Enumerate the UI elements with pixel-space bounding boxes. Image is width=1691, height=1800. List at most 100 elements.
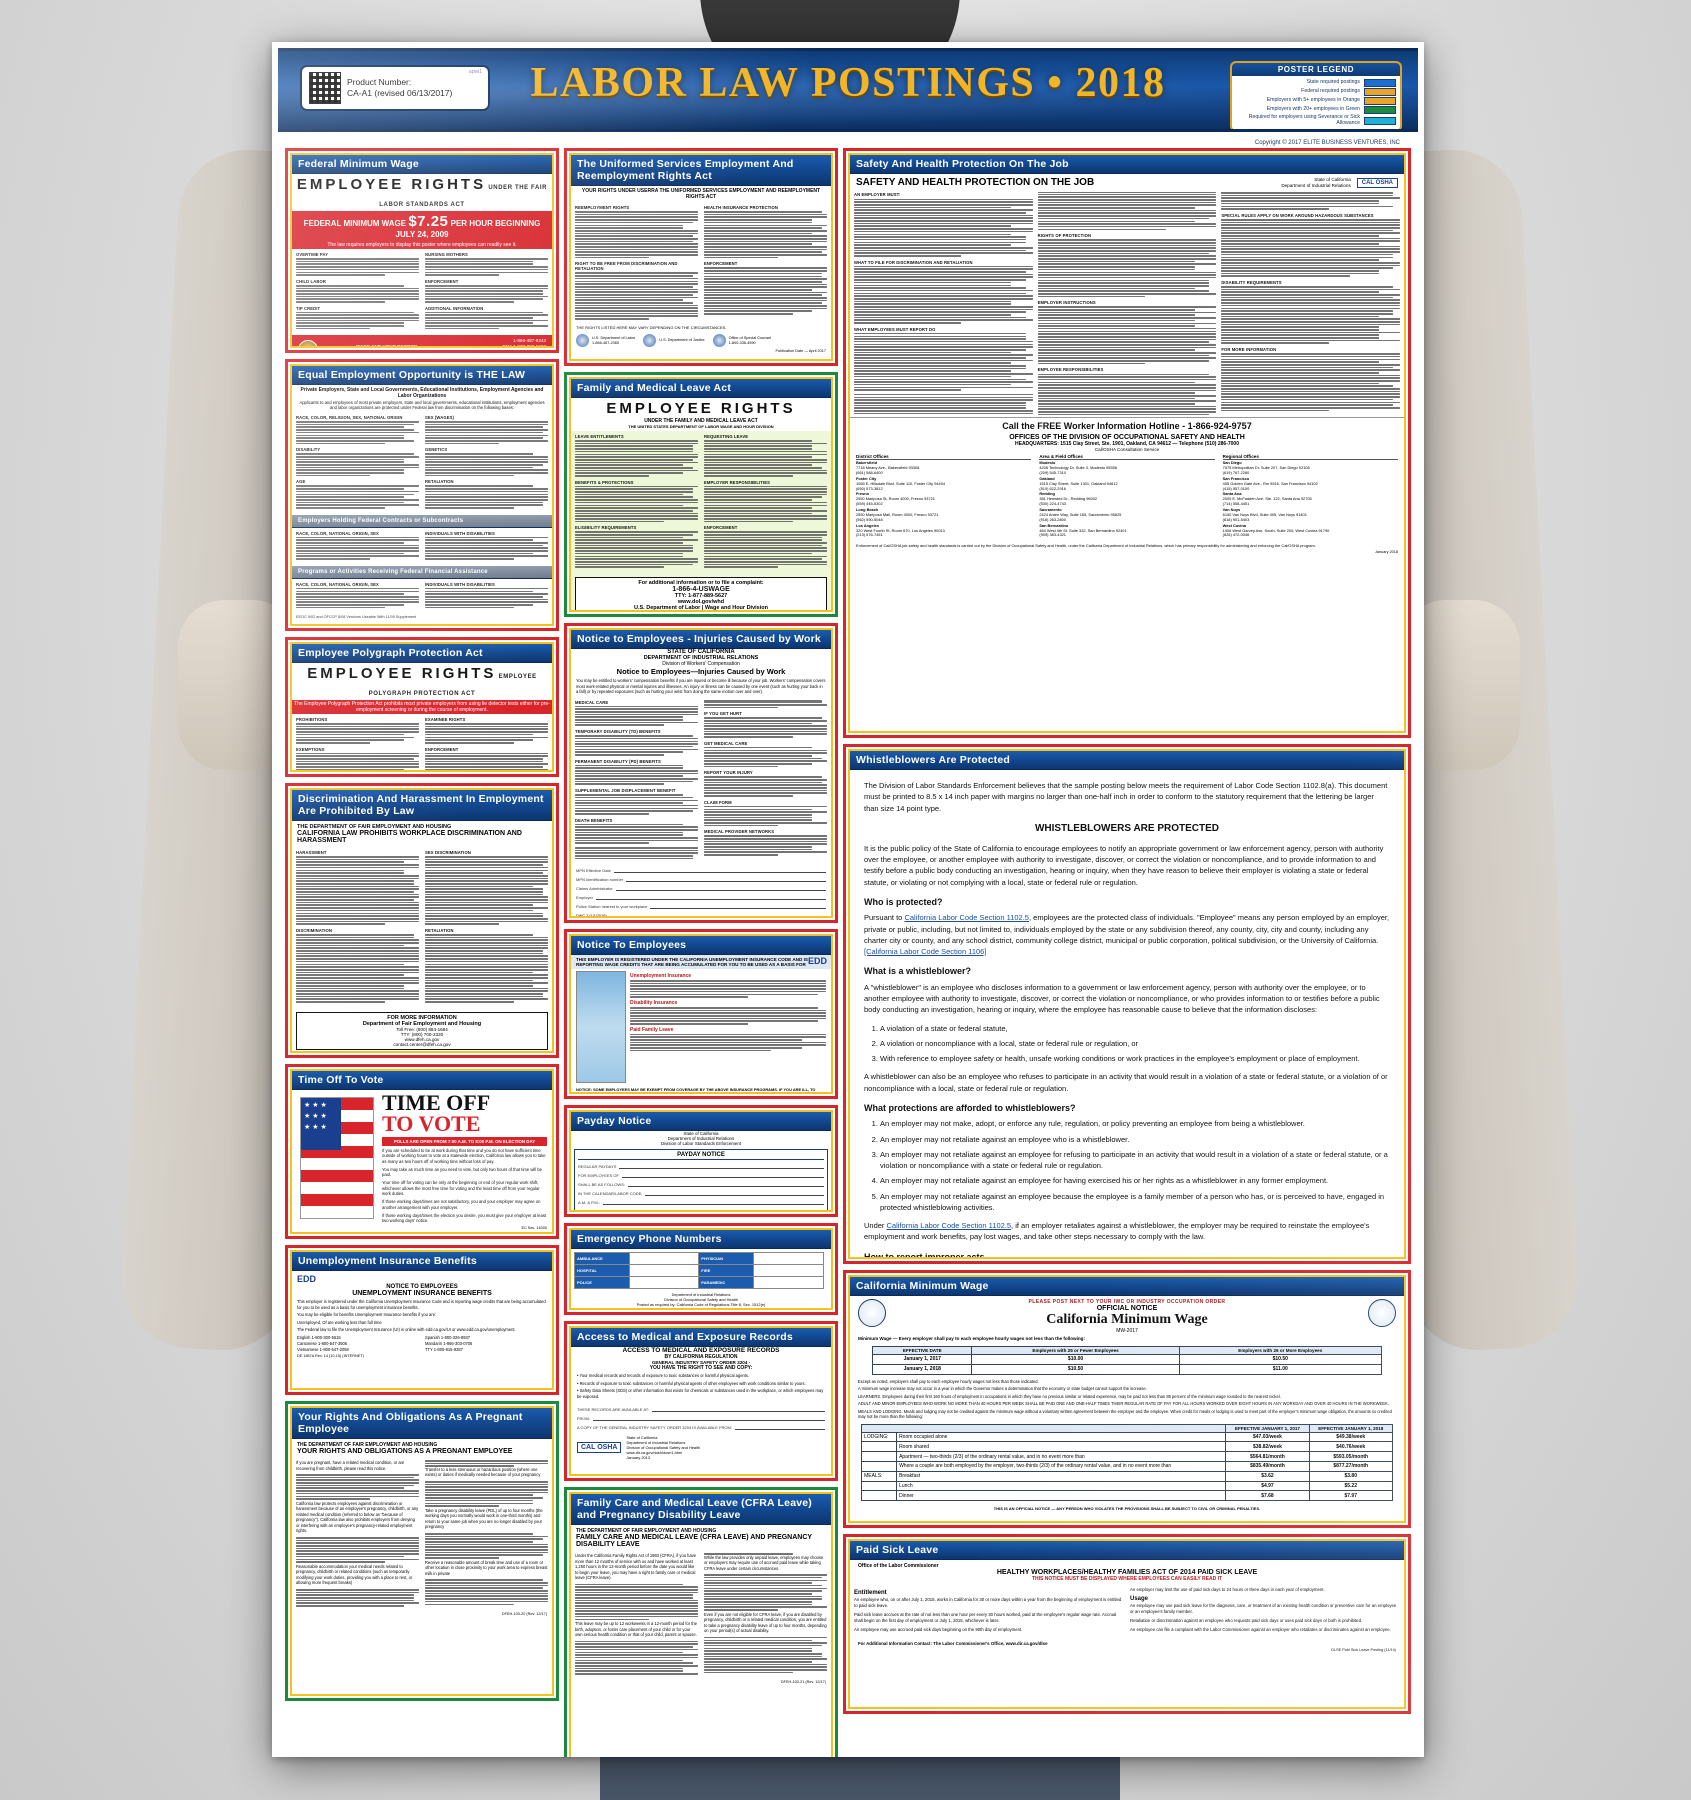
emergency-value-input[interactable] [752,1252,824,1265]
emergency-value-input[interactable] [628,1264,700,1277]
vote-paragraph: You may take as much time as you need to… [382,1166,542,1178]
form-field-input[interactable] [651,1405,825,1413]
wb-a3-link[interactable]: California Labor Code Section 1102.5 [886,1221,1012,1230]
form-field-row[interactable]: THESE RECORDS ARE AVAILABLE AT: [571,1405,831,1413]
form-field-row[interactable]: PLACE (PAY) POST [578,1207,824,1210]
ui-office-phone[interactable]: Cantonese 1-800-547-3506 [297,1340,348,1346]
body-text-lines [296,1460,548,1608]
panel-body-columns: RACE, COLOR, RELIGION, SEX, NATIONAL ORI… [292,412,552,515]
office-phone[interactable]: (510) 622-2916 [1039,485,1066,491]
dfeh-email[interactable]: contact.center@dfeh.ca.gov [393,1041,451,1047]
body-text-lines [854,198,1033,257]
fmla-url[interactable]: www.dol.gov/whd [677,598,725,605]
form-field-row[interactable]: SHALL BE AS FOLLOWS: [578,1180,824,1187]
office-address: 381 Hemsted Dr., Redding 96002 [1039,496,1098,502]
safety-headquarters: HEADQUARTERS: 1515 Clay Street, Ste. 190… [1015,441,1239,448]
dfeh-web[interactable]: www.dfeh.ca.gov [404,1036,440,1042]
office-address: 2550 Mariposa St, Room 4000, Fresno 9372… [856,496,935,502]
emergency-value-input[interactable] [752,1264,824,1277]
panel-california-minimum-wage: California Minimum Wage PLEASE POST NEXT … [843,1270,1411,1528]
legend-swatch [1364,97,1396,105]
office-phone[interactable]: (916) 263-2800 [1039,516,1066,522]
panel-header: Safety And Health Protection On The Job [850,155,1404,174]
emergency-value-input[interactable] [628,1252,700,1265]
office-phone[interactable]: (209) 545-7310 [1039,469,1066,475]
office-city: San Bernardino [1039,522,1069,528]
text-block: SPECIAL RULES APPLY ON WORK AROUND HAZAR… [1221,213,1400,277]
form-field-input[interactable] [650,902,826,909]
emergency-phone-table[interactable]: AMBULANCE PHYSICIAN HOSPITAL FIRE POLICE PARA… [574,1252,824,1289]
agency-phone[interactable]: 1-866-487-2365 [592,340,620,345]
office-phone[interactable]: (530) 224-4743 [1039,501,1066,507]
office-phone[interactable]: (714) 558-4451 [1222,501,1250,507]
form-field-row[interactable]: MPN Identification number [576,875,826,882]
form-field-input[interactable] [595,893,826,900]
form-field-row[interactable]: Police Station nearest to your workplace [576,902,826,909]
form-field-input[interactable] [619,1162,824,1169]
text-block-title: HARASSMENT [296,850,327,855]
wb-a1-link[interactable]: California Labor Code Section 1102.5 [904,913,1029,923]
form-field-row[interactable]: REGULAR PAYDAYS [578,1162,824,1169]
psl-section-title: Usage [1130,1596,1149,1603]
safety-hotline[interactable]: Call the FREE Worker Information Hotline… [850,417,1404,434]
office-address: 4206 Technology Dr. Suite 3, Modesto 953… [1039,465,1117,471]
ui-office-phone[interactable]: TTY 1-800-815-9387 [425,1346,463,1352]
office-phone[interactable]: (213) 576-7451 [856,532,883,538]
form-field-input[interactable] [621,1171,824,1178]
cfra-paragraph: Even if you are not eligible for CFRA le… [704,1611,827,1634]
form-field-input[interactable] [602,1198,824,1205]
form-field-input[interactable] [613,866,826,873]
form-field-row[interactable]: Employer [576,893,826,900]
form-field-row[interactable]: FROM: [571,1414,831,1422]
form-field-row[interactable]: A.M. & P.M.: [578,1198,824,1205]
text-block-title: INDIVIDUALS WITH DISABILITIES [425,530,495,536]
office-phone[interactable]: (619) 767-2280 [1222,469,1250,475]
office-phone[interactable]: (818) 901-5403 [1222,516,1250,522]
emergency-value-input[interactable] [628,1276,700,1289]
office-phone[interactable]: (559) 445-5302 [856,501,883,507]
form-field-input[interactable] [617,1207,824,1210]
office-city: San Diego [1222,460,1242,466]
safety-state: State of California [1314,177,1351,182]
ui-office-phone[interactable]: English 1-800-300-5616 [297,1334,341,1340]
office-phone[interactable]: (909) 383-4321 [1039,532,1066,538]
panel-header: The Uniformed Services Employment And Re… [571,155,831,186]
office-phone[interactable]: (661) 588-6400 [856,469,883,475]
form-field-row[interactable]: IN THE CALENDAR/LABOR CODE: [578,1189,824,1196]
panel-inner: Whistleblowers Are Protected The Division… [848,749,1406,1259]
wb-answer-3-tail: Under California Labor Code Section 1102… [864,1220,1390,1243]
table-cell: $47.03/week [1225,1431,1310,1443]
emerg-division: Division of Occupational Safety and Heal… [664,1297,738,1302]
vote-title: TIME OFF TO VOTE [382,1092,547,1135]
records-url[interactable]: www.dir.ca.gov/dosh/dosh1.html [626,1450,683,1456]
form-field-input[interactable] [615,884,826,891]
ui-office-phone[interactable]: Mandarin 1-866-303-0706 [425,1340,473,1346]
form-field-input[interactable] [734,1423,825,1431]
office-phone[interactable]: (415) 557-0100 [1222,485,1250,491]
body-text-lines [704,835,827,856]
psl-footnote[interactable]: For Additional Information Contact: The … [858,1641,1048,1647]
emergency-value-input[interactable] [752,1276,824,1289]
form-field-input[interactable] [645,1189,824,1196]
form-field-row[interactable]: A COPY OF THE GENERAL INDUSTRY SAFETY OR… [571,1423,831,1431]
userra-rights-note: THE RIGHTS LISTED HERE MAY VARY DEPENDIN… [576,325,727,331]
body-text-lines [704,267,827,315]
ui-office-phone[interactable]: Spanish 1-800-326-8937 [425,1334,471,1340]
office-phone[interactable]: (562) 590-5048 [856,516,883,522]
agency-phone[interactable]: 1-800-336-4590 [728,340,756,345]
wb-a1-ref[interactable]: [California Labor Code Section 1106] [864,947,987,956]
preg-paragraph: Receive a reasonable amount of break tim… [425,1559,548,1576]
form-field-input[interactable] [592,1414,825,1422]
ui-office-phone[interactable]: Vietnamese 1-800-547-2058 [297,1346,349,1352]
form-field-input[interactable] [626,875,826,882]
wb-disclosure-item: A violation or noncompliance with a loca… [880,1038,1390,1049]
form-field-row[interactable]: FOR EMPLOYEES OF [578,1171,824,1178]
form-field-input[interactable] [627,1180,824,1187]
office-phone[interactable]: (626) 472-0046 [1222,532,1250,538]
form-field-row[interactable]: MPN Effective Date [576,866,826,873]
text-block: DISABILITY REQUIREMENTS [1221,280,1400,345]
office-phone[interactable]: (650) 573-3812 [856,485,883,491]
form-field-row[interactable]: Claims Administrator [576,884,826,891]
dir-seal-icon [1368,1299,1396,1327]
body-text-lines [425,856,548,925]
